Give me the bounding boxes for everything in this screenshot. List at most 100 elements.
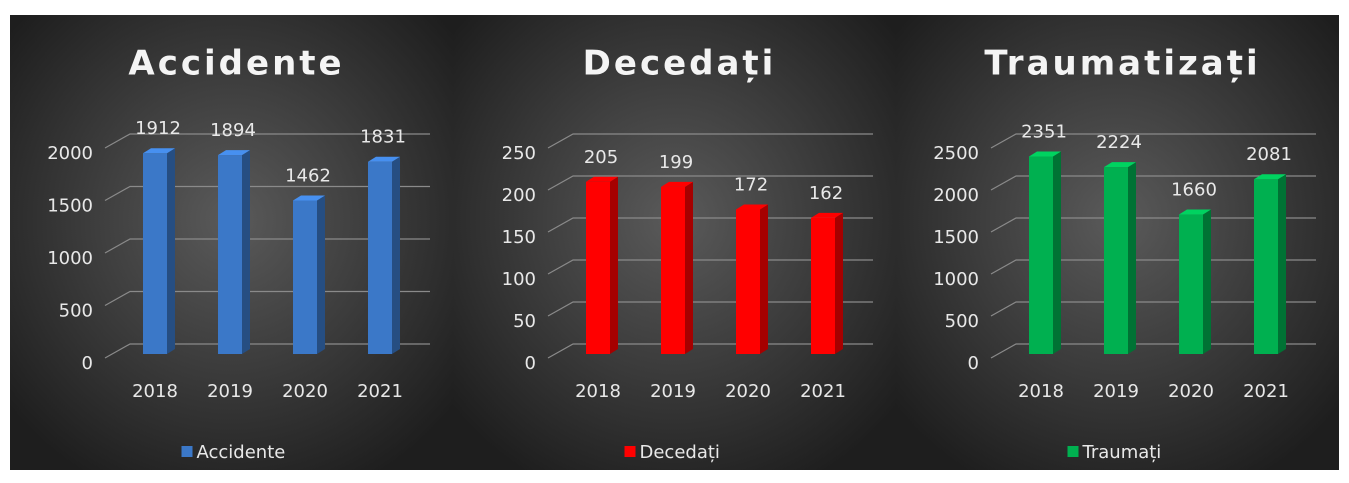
grid-line	[990, 343, 1316, 359]
y-tick-label: 2000	[47, 143, 93, 164]
grid-line	[104, 133, 430, 149]
x-tick-label: 2018	[575, 381, 621, 402]
x-tick-label: 2021	[800, 381, 846, 402]
y-tick-label: 100	[502, 269, 536, 290]
x-tick-label: 2020	[282, 381, 328, 402]
bar-front	[661, 186, 685, 354]
bar-top	[1254, 174, 1286, 180]
grid-line	[547, 343, 873, 359]
data-label: 162	[809, 183, 843, 204]
bar-front	[1179, 214, 1203, 354]
grid-line	[104, 343, 430, 359]
bar-top	[736, 204, 768, 210]
data-label: 1462	[285, 165, 331, 186]
bar-front	[218, 155, 242, 354]
x-tick-label: 2019	[1093, 381, 1139, 402]
y-tick-label: 500	[59, 301, 93, 322]
bar-front	[1104, 167, 1128, 354]
data-label: 2351	[1021, 122, 1067, 143]
y-tick-label: 0	[82, 353, 93, 374]
y-tick-label: 150	[502, 227, 536, 248]
grid-line	[547, 301, 873, 317]
bar-side	[167, 148, 175, 354]
chart-panel: Traumatizați 0 500 1000 1500 2000 2500 2018 2019…	[896, 15, 1339, 470]
y-tick-label: 1500	[933, 227, 979, 248]
y-tick-label: 1500	[47, 196, 93, 217]
x-tick-label: 2018	[1018, 381, 1064, 402]
grid-line	[990, 259, 1316, 275]
legend-marker	[624, 446, 636, 457]
bar	[1254, 174, 1286, 354]
bar-top	[143, 148, 175, 154]
legend-marker	[1067, 446, 1079, 457]
chart-panel: Decedați 0 50 100 150 200 250 2018 2019 2020 2021 2…	[453, 15, 896, 470]
bar-top	[1029, 151, 1061, 157]
bar-top	[661, 181, 693, 187]
data-label: 1912	[135, 118, 181, 139]
bar-front	[1029, 156, 1053, 354]
data-label: 1894	[210, 120, 256, 141]
bar	[1029, 151, 1061, 354]
bar-side	[1053, 151, 1061, 354]
legend-label: Decedați	[640, 442, 720, 463]
y-tick-label: 0	[968, 353, 979, 374]
bar	[1179, 209, 1211, 354]
grid-line	[104, 185, 430, 202]
bar	[293, 195, 325, 354]
bar-front	[368, 161, 392, 354]
y-tick-label: 50	[513, 311, 536, 332]
grid-line	[547, 259, 873, 275]
x-tick-label: 2019	[650, 381, 696, 402]
bar	[661, 181, 693, 354]
bar-side	[685, 181, 693, 354]
grid-line	[990, 175, 1316, 191]
bar-top	[368, 156, 400, 162]
y-tick-label: 200	[502, 185, 536, 206]
chart-title: Traumatizați	[984, 44, 1260, 84]
bar-top	[586, 176, 618, 182]
grid-line	[547, 175, 873, 191]
bar-top	[218, 150, 250, 156]
bar-front	[811, 217, 835, 354]
bar-front	[1254, 179, 1278, 354]
data-label: 2081	[1246, 144, 1292, 165]
data-label: 2224	[1096, 132, 1142, 153]
bar-side	[610, 176, 618, 354]
bar	[1104, 162, 1136, 354]
bar	[218, 150, 250, 354]
x-tick-label: 2021	[1243, 381, 1289, 402]
bar-top	[293, 195, 325, 201]
x-tick-label: 2021	[357, 381, 403, 402]
bar-side	[760, 204, 768, 354]
y-tick-label: 1000	[47, 248, 93, 269]
y-tick-label: 2500	[933, 143, 979, 164]
bar	[736, 204, 768, 354]
bar-side	[835, 212, 843, 354]
bar-top	[1179, 209, 1211, 215]
data-label: 199	[659, 152, 693, 173]
x-tick-label: 2019	[207, 381, 253, 402]
data-label: 1831	[360, 127, 406, 148]
bar-top	[1104, 162, 1136, 168]
bar	[811, 212, 843, 354]
bar-side	[1278, 174, 1286, 354]
bar-side	[317, 195, 325, 354]
y-tick-label: 0	[525, 353, 536, 374]
bar	[143, 148, 175, 354]
bar-side	[1128, 162, 1136, 354]
legend-marker	[181, 446, 193, 457]
grid-line	[104, 290, 430, 307]
grid-line	[990, 133, 1316, 149]
bar-front	[143, 153, 167, 354]
chart-title: Accidente	[128, 44, 344, 84]
bar-side	[242, 150, 250, 354]
bar	[368, 156, 400, 354]
data-label: 172	[734, 175, 768, 196]
grid-line	[547, 133, 873, 149]
chart-title: Decedați	[583, 44, 777, 84]
grid-line	[990, 217, 1316, 233]
y-tick-label: 1000	[933, 269, 979, 290]
data-label: 205	[584, 147, 618, 168]
y-tick-label: 500	[945, 311, 979, 332]
grid-line	[990, 301, 1316, 317]
